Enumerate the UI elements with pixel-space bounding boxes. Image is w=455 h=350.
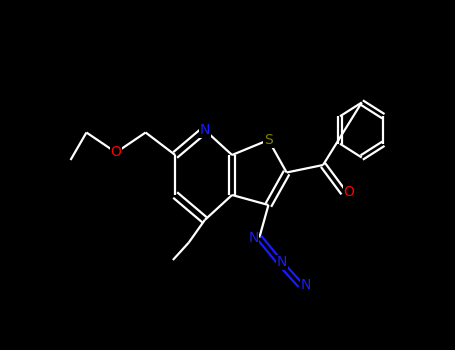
Text: O: O xyxy=(111,146,121,160)
Text: O: O xyxy=(344,186,354,199)
Text: S: S xyxy=(264,133,273,147)
Text: N: N xyxy=(248,231,258,245)
Text: N: N xyxy=(200,123,210,137)
Text: N: N xyxy=(277,256,287,270)
Text: N: N xyxy=(301,278,311,292)
